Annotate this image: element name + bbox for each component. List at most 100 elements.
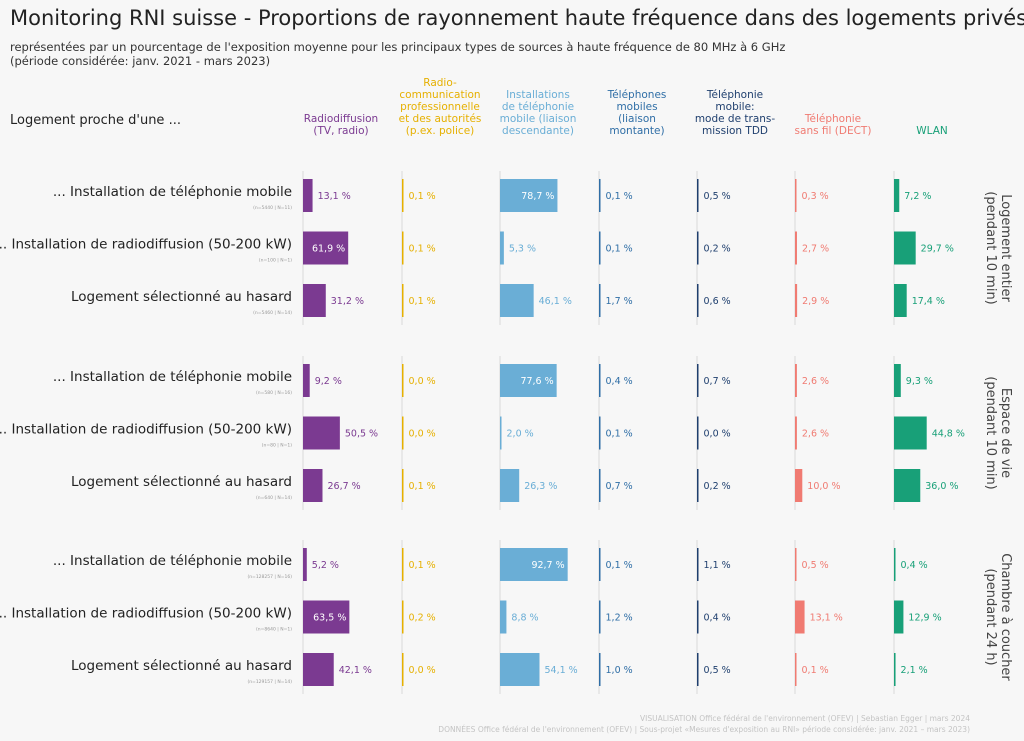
row-label-g2-r2: ... Installation de radiodiffusion (50-2… — [0, 422, 292, 438]
value-label-g2-r2-c7: 44,8 % — [932, 429, 965, 440]
bar-g2-r1-c7 — [894, 364, 901, 397]
bar-g3-r2-c4 — [599, 600, 601, 634]
bar-g1-r2-c1 — [303, 231, 349, 265]
bar-g1-r2-c2 — [402, 231, 404, 265]
value-label-g2-r1-c6: 2,6 % — [802, 376, 829, 387]
bar-g3-r3-c4 — [599, 653, 601, 686]
bar-g2-r1-c6 — [795, 364, 797, 397]
value-label-g1-r2-c1: 61,9 % — [312, 244, 345, 255]
column-header-5-line-1: Téléphonie — [706, 89, 763, 101]
value-label-g1-r3-c4: 1,7 % — [606, 296, 633, 307]
bar-g2-r1-c4 — [599, 364, 601, 397]
bar-g2-r2-c2 — [402, 416, 404, 450]
value-label-g3-r2-c4: 1,2 % — [606, 613, 633, 624]
bar-g2-r2-c6 — [795, 416, 797, 450]
value-label-g2-r3-c2: 0,1 % — [409, 481, 436, 492]
row-note-g3-r1: (n=128257 | N=16) — [247, 574, 292, 580]
value-label-g2-r1-c7: 9,3 % — [906, 376, 933, 387]
bar-g2-r3-c3 — [500, 469, 520, 502]
row-note-g3-r3: (n=129157 | N=14) — [247, 679, 292, 685]
bar-g2-r1-c3 — [500, 364, 557, 397]
column-header-4-line-4: montante) — [609, 125, 664, 137]
bar-g3-r1-c6 — [795, 548, 797, 581]
value-label-g2-r1-c5: 0,7 % — [704, 376, 731, 387]
bar-g1-r3-c7 — [894, 284, 907, 317]
group-label-1-line-1: Logement entier — [998, 194, 1013, 302]
value-label-g1-r3-c5: 0,6 % — [704, 296, 731, 307]
column-header-2-line-5: (p.ex. police) — [406, 125, 475, 137]
bar-g2-r2-c3 — [500, 416, 502, 450]
column-header-2-line-3: professionnelle — [400, 101, 480, 113]
value-label-g2-r3-c4: 0,7 % — [606, 481, 633, 492]
bar-g1-r3-c3 — [500, 284, 534, 317]
group-label-2-line-2: (pendant 10 min) — [983, 376, 998, 490]
bar-g1-r1-c2 — [402, 179, 404, 212]
value-label-g2-r2-c5: 0,0 % — [704, 429, 731, 440]
bar-g1-r1-c5 — [697, 179, 699, 212]
value-label-g1-r1-c2: 0,1 % — [409, 191, 436, 202]
group-label-1: Logement entier(pendant 10 min) — [983, 191, 1013, 305]
value-label-g3-r1-c4: 0,1 % — [606, 560, 633, 571]
bar-g1-r2-c7 — [894, 231, 916, 265]
value-label-g3-r2-c3: 8,8 % — [511, 613, 538, 624]
column-header-1-line-1: Radiodiffusion — [304, 113, 378, 125]
column-header-6-line-2: sans fil (DECT) — [795, 125, 872, 137]
bar-g3-r3-c1 — [303, 653, 334, 686]
value-label-g3-r3-c3: 54,1 % — [544, 665, 577, 676]
value-label-g3-r1-c3: 92,7 % — [531, 560, 564, 571]
bar-g3-r1-c5 — [697, 548, 699, 581]
row-note-g2-r3: (n=640 | N=14) — [256, 495, 292, 501]
row-note-g2-r2: (n=80 | N=1) — [262, 443, 292, 449]
bar-g1-r1-c7 — [894, 179, 900, 212]
bar-g1-r1-c3 — [500, 179, 558, 212]
column-header-2-line-1: Radio- — [423, 77, 457, 89]
value-label-g3-r3-c6: 0,1 % — [802, 665, 829, 676]
bar-g2-r3-c1 — [303, 469, 323, 502]
column-header-5-line-4: mission TDD — [702, 125, 768, 137]
value-label-g3-r1-c6: 0,5 % — [802, 560, 829, 571]
row-label-g1-r2: ... Installation de radiodiffusion (50-2… — [0, 237, 292, 253]
column-header-2-line-2: communication — [399, 89, 480, 101]
value-label-g2-r2-c1: 50,5 % — [345, 429, 378, 440]
bar-g3-r1-c3 — [500, 548, 568, 581]
value-label-g3-r1-c7: 0,4 % — [901, 560, 928, 571]
column-header-3-line-3: mobile (liaison — [500, 113, 577, 125]
value-label-g1-r3-c7: 17,4 % — [912, 296, 945, 307]
value-label-g2-r1-c3: 77,6 % — [520, 376, 553, 387]
value-label-g1-r1-c6: 0,3 % — [802, 191, 829, 202]
bar-g2-r2-c4 — [599, 416, 601, 450]
value-label-g3-r3-c1: 42,1 % — [339, 665, 372, 676]
value-label-g3-r1-c5: 1,1 % — [704, 560, 731, 571]
bar-g2-r1-c2 — [402, 364, 404, 397]
row-note-g1-r3: (n=5460 | N=14) — [253, 310, 292, 316]
value-label-g1-r1-c5: 0,5 % — [704, 191, 731, 202]
bar-g1-r3-c2 — [402, 284, 404, 317]
value-label-g2-r2-c2: 0,0 % — [409, 429, 436, 440]
value-label-g3-r3-c4: 1,0 % — [606, 665, 633, 676]
value-label-g1-r2-c2: 0,1 % — [409, 244, 436, 255]
row-label-g3-r3: Logement sélectionné au hasard — [71, 658, 292, 674]
value-label-g2-r1-c4: 0,4 % — [606, 376, 633, 387]
bar-g1-r3-c5 — [697, 284, 699, 317]
row-note-g1-r1: (n=5440 | N=11) — [253, 205, 292, 211]
subtitle-line-2: (période considérée: janv. 2021 - mars 2… — [10, 54, 271, 68]
value-label-g1-r2-c7: 29,7 % — [921, 244, 954, 255]
value-label-g3-r2-c7: 12,9 % — [908, 613, 941, 624]
column-header-7-line-1: WLAN — [916, 125, 948, 137]
bar-g1-r3-c6 — [795, 284, 798, 317]
chart-title: Monitoring RNI suisse - Proportions de r… — [10, 6, 1024, 30]
value-label-g1-r1-c7: 7,2 % — [904, 191, 931, 202]
value-label-g2-r2-c6: 2,6 % — [802, 429, 829, 440]
value-label-g1-r2-c6: 2,7 % — [802, 244, 829, 255]
value-label-g3-r2-c6: 13,1 % — [810, 613, 843, 624]
row-label-g3-r2: ... Installation de radiodiffusion (50-2… — [0, 606, 292, 622]
column-header-2-line-4: et des autorités — [399, 113, 482, 125]
data-rows: ... Installation de téléphonie mobile (n=… — [0, 179, 965, 686]
value-label-g3-r3-c5: 0,5 % — [704, 665, 731, 676]
group-label-1-line-2: (pendant 10 min) — [983, 191, 998, 305]
bar-g3-r2-c5 — [697, 600, 699, 634]
value-label-g3-r2-c2: 0,2 % — [409, 613, 436, 624]
value-label-g3-r1-c2: 0,1 % — [409, 560, 436, 571]
bar-g3-r1-c1 — [303, 548, 307, 581]
row-label-g3-r1: ... Installation de téléphonie mobile — [53, 553, 292, 569]
